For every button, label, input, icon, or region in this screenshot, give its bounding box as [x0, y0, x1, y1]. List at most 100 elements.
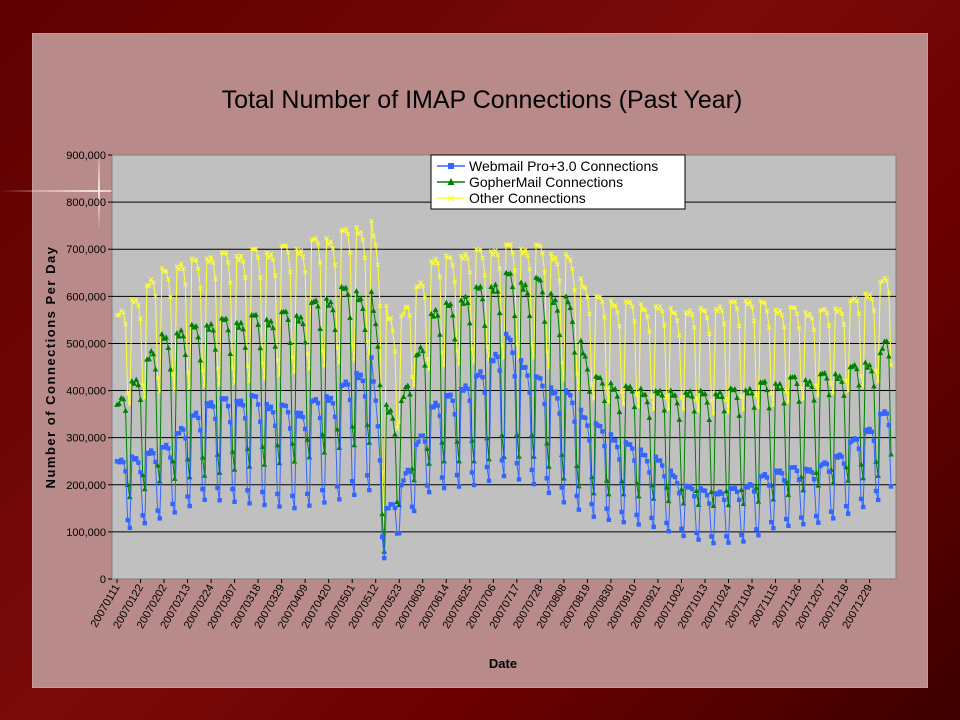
data-point [149, 448, 154, 453]
legend-box [430, 154, 686, 210]
data-point [424, 483, 430, 488]
y-tick-label: 400,000 [66, 386, 106, 398]
data-point [225, 260, 231, 265]
data-point [454, 472, 460, 478]
data-point [756, 533, 761, 538]
data-point [332, 326, 338, 332]
data-point [469, 470, 475, 475]
data-point [335, 484, 340, 489]
data-point [315, 400, 321, 406]
data-point [883, 338, 890, 344]
data-point [379, 510, 385, 517]
data-point [561, 500, 567, 505]
data-point [486, 478, 492, 483]
data-point [584, 366, 591, 372]
data-point [302, 339, 308, 345]
data-point [166, 446, 171, 451]
data-point [204, 322, 210, 328]
data-point [401, 478, 406, 483]
data-point [520, 250, 526, 256]
data-point [508, 337, 513, 343]
data-point [390, 415, 396, 421]
data-point [264, 250, 270, 256]
data-point [217, 498, 222, 503]
data-point [326, 398, 331, 403]
data-point [233, 319, 240, 325]
data-point [198, 428, 203, 433]
data-point [600, 299, 605, 305]
data-point [183, 282, 188, 287]
data-point [257, 275, 263, 281]
data-point [325, 302, 332, 308]
data-point [397, 531, 402, 536]
data-point [362, 326, 368, 332]
data-point [661, 407, 668, 413]
data-point [821, 370, 828, 376]
data-point [625, 300, 631, 306]
data-point [867, 292, 872, 297]
data-point [873, 488, 879, 494]
data-point [856, 311, 862, 316]
data-point [450, 262, 456, 268]
data-point [146, 451, 152, 456]
data-point [743, 298, 748, 303]
data-point [693, 487, 700, 493]
data-point [434, 312, 441, 318]
data-point [246, 463, 253, 469]
data-point [198, 286, 203, 291]
data-point [538, 376, 543, 381]
data-point [762, 472, 768, 477]
data-point [461, 256, 466, 261]
data-point [431, 405, 436, 410]
data-point [567, 304, 574, 310]
data-point [150, 280, 156, 286]
data-point [390, 502, 396, 507]
data-point [612, 303, 618, 308]
data-point [777, 380, 783, 386]
data-point [632, 318, 637, 324]
data-point [557, 411, 562, 416]
data-point [277, 504, 282, 509]
data-point [183, 436, 188, 441]
data-point [422, 439, 428, 444]
data-point [875, 497, 881, 503]
data-point [516, 477, 522, 482]
data-point [454, 348, 460, 354]
data-point [614, 309, 620, 315]
data-point [320, 487, 325, 493]
data-point [723, 488, 730, 494]
data-point [424, 356, 430, 362]
data-point [448, 254, 453, 260]
data-point [491, 358, 496, 364]
data-point [704, 492, 710, 498]
data-point [369, 218, 374, 224]
data-point [324, 394, 329, 399]
data-point [875, 472, 881, 478]
data-point [377, 382, 383, 388]
data-point [871, 308, 877, 313]
data-point [493, 351, 498, 357]
data-point [191, 413, 197, 418]
data-point [448, 392, 453, 397]
data-point [753, 392, 759, 398]
data-point [463, 251, 468, 257]
data-point [884, 411, 889, 416]
data-point [368, 288, 375, 294]
data-point [766, 405, 772, 411]
data-point [163, 268, 169, 274]
data-point [779, 312, 785, 318]
data-point [514, 460, 520, 466]
plot-area [111, 154, 897, 580]
data-point [591, 490, 597, 496]
data-point [578, 407, 584, 413]
data-point [772, 380, 779, 386]
data-point [597, 294, 603, 300]
data-point [362, 394, 368, 399]
data-point [732, 485, 738, 491]
data-point [851, 361, 858, 368]
data-point [432, 306, 439, 312]
data-point [559, 485, 564, 490]
data-point [243, 416, 248, 421]
data-point [811, 477, 817, 482]
data-point [745, 485, 750, 490]
